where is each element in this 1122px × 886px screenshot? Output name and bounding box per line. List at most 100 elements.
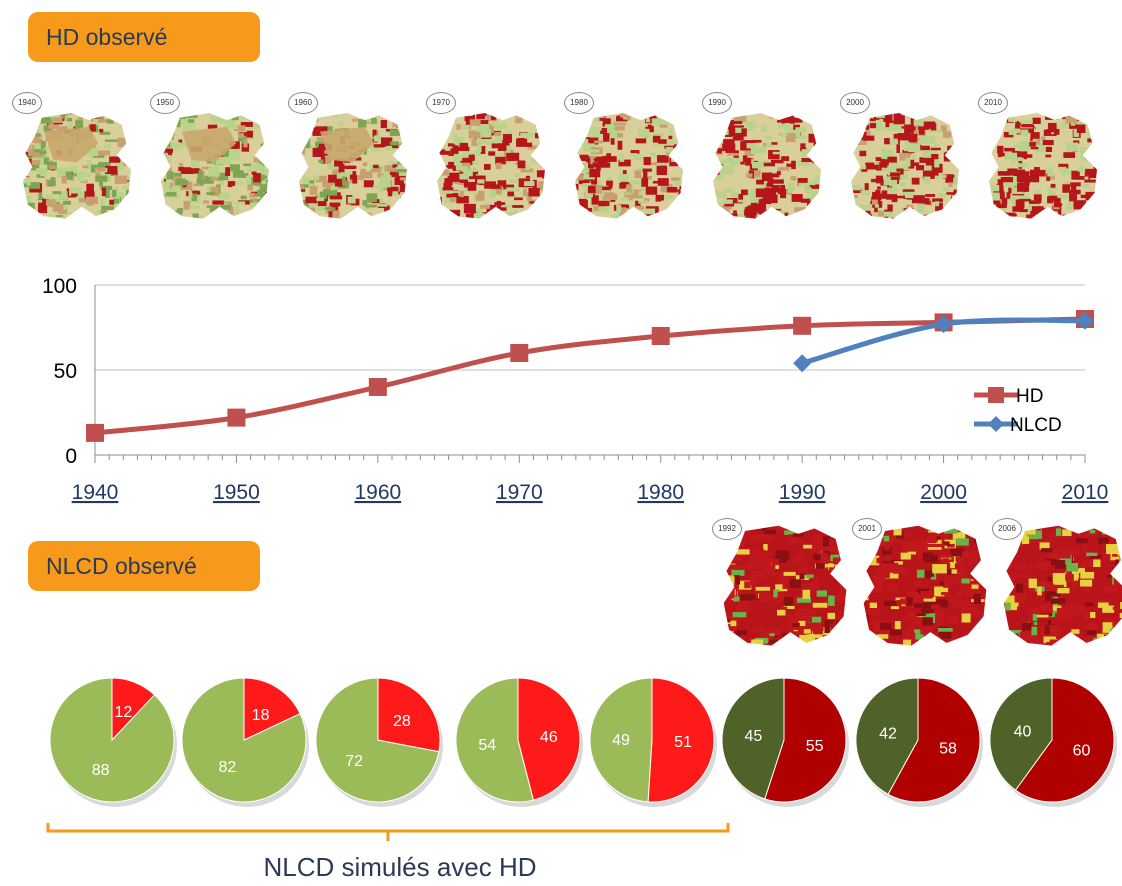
map-image [850,112,960,220]
nlcd-observed-label: NLCD observé [28,541,260,591]
data-point-nlcd [1076,311,1094,330]
map-year-label: 1960 [288,92,318,114]
pie-label: 45 [744,728,762,745]
land-use-map: 1950 [150,92,274,242]
y-tick-label: 50 [54,360,77,383]
map-image [1003,525,1122,647]
x-tick-label: 1980 [637,481,684,504]
map-image [22,112,132,220]
pie-label: 51 [674,734,692,751]
pie-slice-urban [887,677,981,803]
simulated-bracket [46,823,730,841]
data-point-hd [227,408,246,427]
x-tick-label: 1940 [72,481,119,504]
pie-slice-other [855,677,919,796]
data-point-hd [368,378,387,396]
land-use-map: 1980 [564,92,688,242]
data-point-hd [651,327,670,345]
pie-chart: 60 40 [989,677,1117,807]
map-image [988,112,1098,220]
x-tick-label: 1990 [779,481,826,504]
pie-label: 12 [115,704,133,721]
land-use-map: 1990 [702,92,826,242]
pie-chart: 55 45 [721,677,849,807]
map-image [863,525,987,647]
x-tick-label: 1970 [496,481,543,504]
simulated-caption: NLCD simulés avec HD [263,852,537,882]
data-point-hd [86,423,104,442]
land-use-map: 2010 [978,92,1102,242]
map-year-label: 1992 [712,518,742,540]
land-use-map: 1960 [288,92,412,242]
pie-label: 18 [252,707,270,724]
data-point-hd [793,316,812,335]
pie-label: 42 [879,725,897,742]
legend-label: HD [1016,386,1043,407]
data-point-nlcd [793,354,812,373]
map-image [436,112,546,220]
map-image [723,525,847,647]
pie-chart: 58 42 [855,677,983,807]
map-year-label: 1950 [150,92,180,114]
legend-marker [988,416,1004,432]
y-tick-label: 100 [42,275,77,298]
pie-slice-urban [111,677,156,742]
land-use-map: 2001 [852,518,992,656]
x-tick-label: 1950 [213,481,260,504]
pie-chart: 51 49 [589,677,717,807]
map-image [574,112,684,220]
pie-chart: 12 88 [49,677,177,807]
pie-slice-other [989,677,1053,791]
map-image [712,112,822,220]
pie-slice-urban [377,677,441,753]
map-image [160,112,270,220]
pie-label: 28 [393,713,411,730]
pie-label: 82 [218,759,236,776]
pie-slice-urban [243,677,301,741]
hd-observed-label: HD observé [28,12,260,62]
pie-label: 54 [478,737,496,754]
data-point-nlcd [934,315,953,334]
urbanization-line-chart: 0 50 100 1940 1950 1960 1970 1980 1990 2000 2010 HD… [42,275,1109,504]
pie-slice-urban [647,677,715,803]
pie-label: 46 [540,729,558,746]
land-use-map: 1992 [712,518,852,656]
map-year-label: 2006 [992,518,1022,540]
data-point-hd [510,344,529,362]
pie-slice-urban [517,677,581,801]
map-year-label: 1990 [702,92,732,114]
pie-label: 55 [806,738,824,755]
pie-label: 40 [1014,723,1032,740]
pie-label: 88 [92,762,110,779]
map-image [298,112,408,220]
pie-chart: 46 54 [455,677,583,807]
land-use-map: 1970 [426,92,550,242]
land-use-map: 2000 [840,92,964,242]
y-tick-label: 0 [65,445,77,468]
pie-slice-urban [764,677,847,803]
map-year-label: 1970 [426,92,456,114]
legend-marker [988,387,1004,403]
map-year-label: 2001 [852,518,882,540]
series-line-hd [94,316,1086,436]
x-tick-label: 2000 [920,481,967,504]
pie-label: 49 [612,732,630,749]
pie-slice-other [589,677,653,803]
map-year-label: 1980 [564,92,594,114]
land-use-map: 1940 [12,92,136,242]
pie-label: 58 [939,741,957,758]
pie-slice-other [721,677,785,800]
x-tick-label: 1960 [354,481,401,504]
land-use-map: 2006 [992,518,1122,656]
map-year-label: 1940 [12,92,42,114]
pie-chart: 28 72 [315,677,443,807]
legend-label: NLCD [1010,415,1062,436]
map-year-label: 2000 [840,92,870,114]
pie-slice-other [455,677,535,803]
x-tick-label: 2010 [1062,481,1109,504]
pie-label: 72 [345,753,363,770]
pie-label: 60 [1073,743,1091,760]
map-year-label: 2010 [978,92,1008,114]
